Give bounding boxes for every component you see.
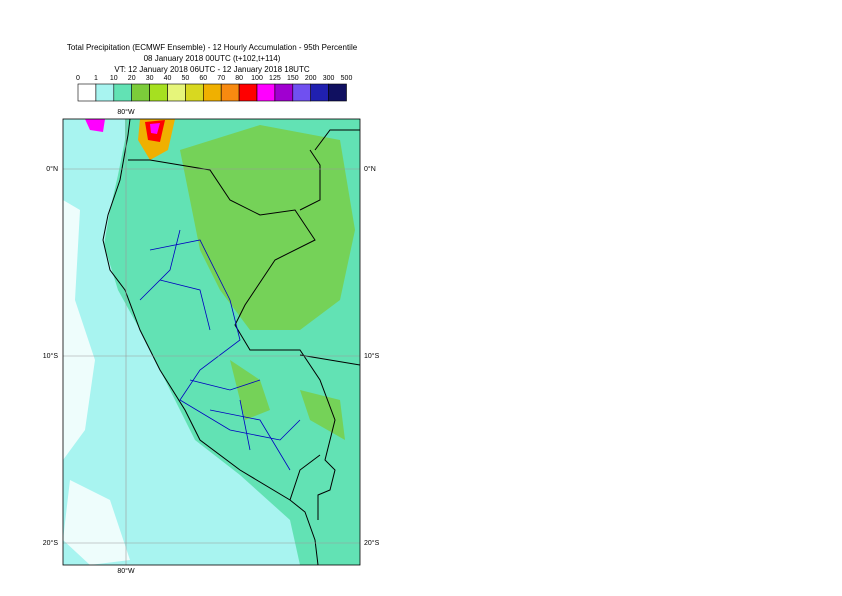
legend: 0 1 10 20 30 40 50 60 70 80 100 125 150 200 300 500 <box>76 75 353 102</box>
legend-label: 200 <box>305 75 317 82</box>
legend-swatch <box>185 83 204 102</box>
region-border <box>139 229 301 471</box>
lon-label: 80°W <box>117 567 135 575</box>
legend-label: 100 <box>251 75 263 82</box>
legend-swatch <box>310 83 329 102</box>
legend-label: 70 <box>217 75 225 82</box>
legend-swatch <box>220 83 240 102</box>
title-line: VT: 12 January 2018 06UTC - 12 January 2… <box>114 65 309 74</box>
legend-label: 500 <box>341 75 353 82</box>
legend-label: 0 <box>76 75 80 82</box>
legend-label: 80 <box>235 75 243 82</box>
lon-label: 80°W <box>117 108 135 116</box>
legend-label: 300 <box>323 75 335 82</box>
legend-label: 50 <box>182 75 190 82</box>
lat-label: 20°S <box>43 539 59 547</box>
legend-swatch <box>167 83 186 102</box>
legend-swatch <box>328 83 347 102</box>
legend-swatch <box>113 83 133 102</box>
map <box>63 119 360 565</box>
precip-100 <box>85 119 105 132</box>
legend-swatch <box>256 83 276 102</box>
legend-label: 10 <box>110 75 118 82</box>
legend-swatch <box>238 83 258 102</box>
map-frame <box>62 118 361 566</box>
lat-label: 0°N <box>46 165 58 173</box>
legend-label: 20 <box>128 75 136 82</box>
lat-label: 0°N <box>364 165 376 173</box>
legend-label: 30 <box>146 75 154 82</box>
legend-swatch <box>274 83 294 102</box>
precip-20 <box>180 125 355 440</box>
lat-label: 20°S <box>364 539 380 547</box>
title-line: 08 January 2018 00UTC (t+102,t+114) <box>144 54 281 63</box>
legend-swatch <box>95 83 115 102</box>
legend-label: 1 <box>94 75 98 82</box>
legend-swatch <box>131 83 150 102</box>
lat-label: 10°S <box>43 352 59 360</box>
legend-swatch <box>292 83 311 102</box>
legend-swatch <box>203 83 222 102</box>
legend-label: 40 <box>164 75 172 82</box>
legend-label: 150 <box>287 75 299 82</box>
legend-swatch <box>77 83 97 102</box>
legend-swatch <box>149 83 168 102</box>
coastline <box>102 119 319 565</box>
dry-area <box>63 200 130 565</box>
legend-label: 60 <box>199 75 207 82</box>
legend-label: 125 <box>269 75 281 82</box>
lat-label: 10°S <box>364 352 380 360</box>
country-border <box>128 129 360 520</box>
title-line: Total Precipitation (ECMWF Ensemble) - 1… <box>67 43 358 52</box>
precip-100 <box>150 123 160 134</box>
